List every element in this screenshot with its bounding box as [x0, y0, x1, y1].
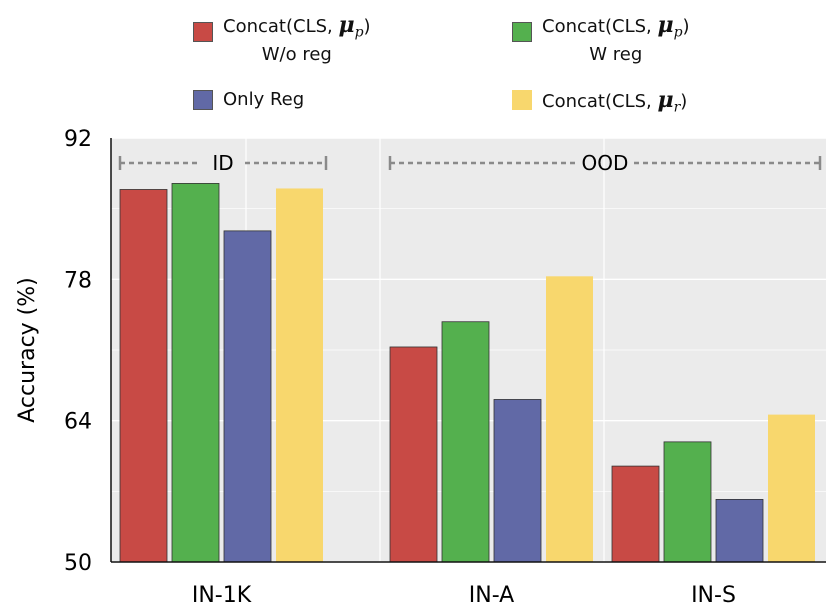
- region-label-ood: OOD: [582, 151, 629, 175]
- bar-in-1k-series-4: [276, 188, 323, 562]
- bar-in-1k-series-2: [171, 183, 220, 563]
- bar-in-s-series-4: [768, 414, 815, 562]
- legend-item-wo-reg: Concat(CLS, μp) W/o reg: [193, 14, 371, 66]
- legend-swatch-wo-reg: [193, 22, 213, 42]
- axes: 50 64 78 92 IN-1K IN-A IN-S: [64, 127, 826, 608]
- y-axis-label: Accuracy (%): [15, 277, 40, 423]
- legend-label-w-reg: Concat(CLS, μp) W reg: [542, 12, 690, 65]
- x-tick-label-in-a: IN-A: [469, 583, 514, 608]
- legend-item-w-reg: Concat(CLS, μp) W reg: [512, 14, 690, 66]
- bar-in-a-series-3: [493, 399, 542, 563]
- bar-in-s-series-2: [663, 441, 712, 563]
- y-tick-label: 92: [64, 127, 92, 152]
- legend-label-mu-r: Concat(CLS, μr): [542, 87, 688, 116]
- x-tick-label-in-1k: IN-1K: [192, 583, 252, 608]
- legend-swatch-mu-r: [512, 90, 532, 110]
- y-tick-label: 78: [64, 268, 92, 293]
- y-tick-label: 50: [64, 551, 92, 576]
- legend-swatch-w-reg: [512, 22, 532, 42]
- legend-label-wo-reg: Concat(CLS, μp) W/o reg: [223, 12, 371, 65]
- bar-in-s-series-3: [715, 499, 764, 563]
- bar-in-a-series-2: [441, 321, 490, 563]
- bar-in-a-series-1: [389, 346, 438, 563]
- bar-in-s-series-1: [611, 465, 660, 563]
- legend-swatch-only-reg: [193, 90, 213, 110]
- legend-label-only-reg: Only Reg: [223, 89, 305, 110]
- legend-item-mu-r: Concat(CLS, μr): [512, 82, 687, 126]
- region-brackets: ID OOD: [118, 151, 822, 175]
- y-tick-label: 64: [64, 410, 92, 435]
- x-tick-label-in-s: IN-S: [691, 583, 736, 608]
- bar-in-1k-series-3: [223, 230, 272, 563]
- region-label-id: ID: [212, 151, 233, 175]
- bar-in-a-series-4: [546, 276, 593, 562]
- bar-in-1k-series-1: [119, 189, 168, 563]
- legend-item-only-reg: Only Reg: [193, 82, 304, 118]
- bars: [119, 183, 815, 563]
